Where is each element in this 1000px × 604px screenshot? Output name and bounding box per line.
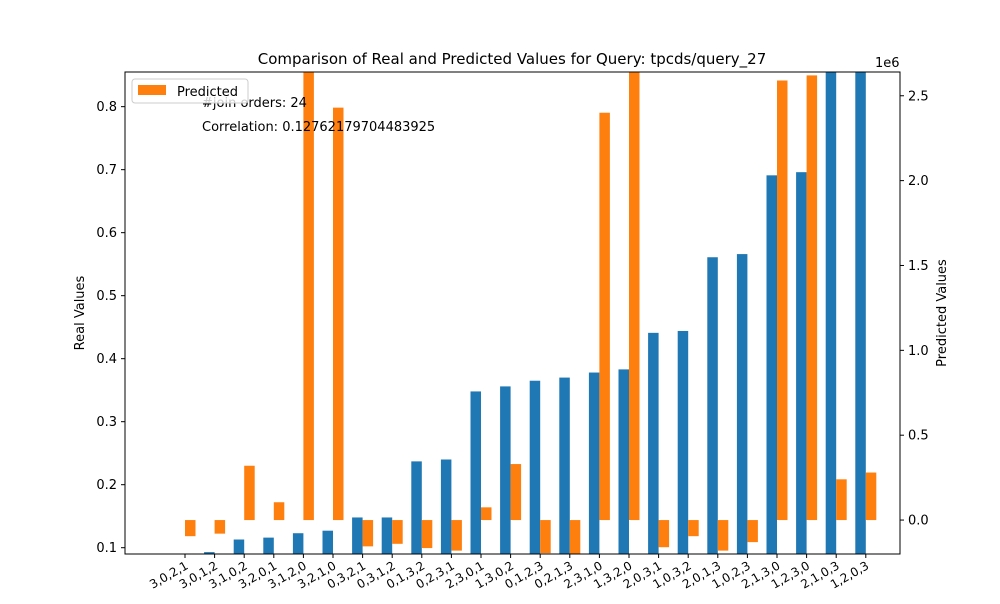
y2-tick-label: 2.5 xyxy=(908,89,929,104)
bar-predicted xyxy=(569,520,581,554)
bar-predicted xyxy=(273,502,285,521)
bar-real xyxy=(736,254,748,554)
bar-real xyxy=(559,377,570,554)
y-axis-label: Real Values xyxy=(73,275,88,350)
bar-predicted xyxy=(333,107,344,521)
y2-tick-label: 1.5 xyxy=(908,259,929,274)
bar-predicted xyxy=(392,520,403,544)
y2-tick-label: 2.0 xyxy=(908,174,929,189)
bar-real xyxy=(529,380,541,554)
bar-real xyxy=(233,539,245,554)
y-tick-label: 0.6 xyxy=(96,226,117,241)
y2-tick-label: 0.0 xyxy=(908,514,929,529)
legend: Predicted xyxy=(131,78,249,104)
y2-offset-label: 1e6 xyxy=(875,56,900,71)
bar-predicted xyxy=(806,75,818,521)
bar-real xyxy=(855,72,866,554)
legend-label-predicted: Predicted xyxy=(177,85,238,100)
bar-predicted xyxy=(362,520,374,547)
bar-predicted xyxy=(599,112,610,521)
bar-real xyxy=(470,391,481,554)
plot-frame xyxy=(124,71,901,555)
y-tick-label: 0.5 xyxy=(96,289,117,304)
bar-real xyxy=(588,372,600,554)
bar-predicted xyxy=(865,472,877,521)
bar-real xyxy=(440,459,452,554)
y2-tick-label: 0.5 xyxy=(908,429,929,444)
bar-predicted xyxy=(481,507,492,521)
bar-predicted xyxy=(540,520,551,554)
bar-predicted xyxy=(777,80,788,521)
bar-predicted xyxy=(303,72,314,521)
y-tick-label: 0.3 xyxy=(96,415,117,430)
bar-predicted xyxy=(688,520,699,537)
y-ticks: 0.1 0.2 0.3 0.4 0.5 0.6 0.7 0.8 xyxy=(96,100,125,556)
y-tick-label: 0.2 xyxy=(96,478,117,493)
bar-predicted xyxy=(510,464,522,521)
bars-group xyxy=(185,72,877,554)
y2-ticks: 0.0 0.5 1.0 1.5 2.0 2.5 xyxy=(900,89,929,529)
bar-real xyxy=(263,537,274,554)
chart-title: Comparison of Real and Predicted Values … xyxy=(258,50,767,69)
bar-real xyxy=(796,172,807,554)
x-ticks: 3,0,2,13,0,1,23,1,0,23,2,0,13,1,2,03,2,1… xyxy=(147,554,871,592)
bar-real xyxy=(204,552,215,554)
bar-predicted xyxy=(629,72,640,521)
y-tick-label: 0.4 xyxy=(96,352,117,367)
bar-predicted xyxy=(836,479,847,521)
y-tick-label: 0.1 xyxy=(96,541,117,556)
y-tick-label: 0.7 xyxy=(96,163,117,178)
bar-predicted xyxy=(717,520,729,551)
bar-real xyxy=(381,517,393,554)
bar-real xyxy=(500,386,511,554)
bar-predicted xyxy=(244,465,255,521)
bar-predicted xyxy=(451,520,462,551)
bar-real xyxy=(352,517,363,554)
annotation-correlation: Correlation: 0.12762179704483925 xyxy=(202,120,435,135)
bar-real xyxy=(648,332,659,554)
bar-real xyxy=(677,330,689,554)
bar-predicted xyxy=(421,520,433,549)
bar-real xyxy=(618,369,629,554)
y2-axis-label: Predicted Values xyxy=(935,259,950,367)
bar-real xyxy=(766,175,777,554)
bar-real xyxy=(411,461,422,554)
y-tick-label: 0.8 xyxy=(96,100,117,115)
y2-tick-label: 1.0 xyxy=(908,344,929,359)
bar-real xyxy=(825,72,837,554)
bar-predicted xyxy=(747,520,758,543)
bar-real xyxy=(322,530,333,554)
bar-predicted xyxy=(214,520,226,534)
legend-swatch-predicted xyxy=(138,85,166,95)
bar-predicted xyxy=(658,520,670,548)
bar-predicted xyxy=(185,520,196,537)
bar-real xyxy=(707,257,718,554)
bar-real xyxy=(292,533,304,554)
